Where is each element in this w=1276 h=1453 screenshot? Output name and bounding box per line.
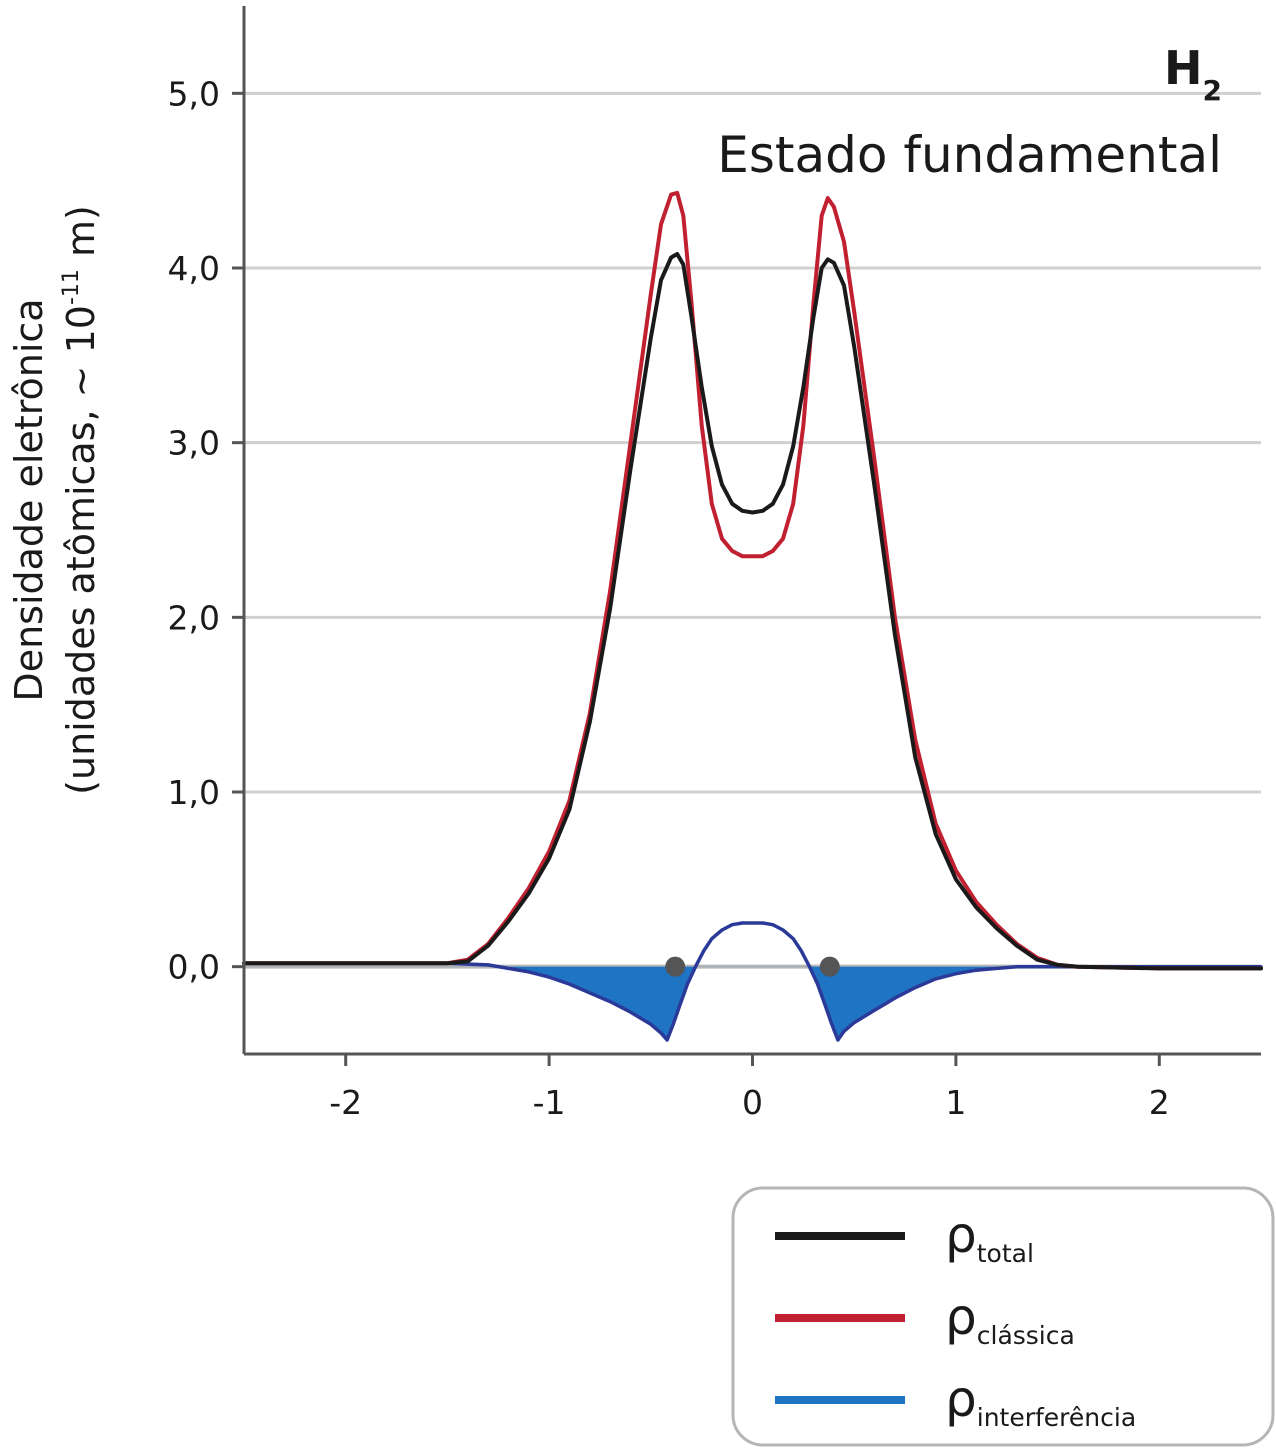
legend-label-1: ρclássica [945,1288,1075,1350]
legend-label-2: ρinterferência [945,1370,1136,1432]
y-axis-title-line2: (unidades atômicas, ~ 10-11 m) [59,205,103,795]
y-axis-title-exponent: -11 [59,269,84,305]
series-classica-line [242,190,1263,971]
title-group: H2 Estado fundamental [717,41,1222,184]
legend-label-symbol-0: ρ [945,1206,977,1264]
legend-label-subscript-2: interferência [977,1403,1136,1432]
x-tick-label-1: -1 [533,1083,566,1122]
axes-layer: 0,0 1,0 2,0 3,0 4,0 5,0 -2 -1 0 1 2 [168,6,1261,1122]
y-tick-label-4: 4,0 [168,249,220,288]
legend-label-symbol-2: ρ [945,1370,977,1428]
y-tick-label-0: 0,0 [168,948,220,987]
x-tick-label-3: 1 [945,1083,966,1122]
chart-title-main: H [1164,41,1203,95]
x-tick-label-2: 0 [742,1083,763,1122]
y-tick-label-2: 2,0 [168,598,220,637]
y-axis-title: Densidade eletrônica (unidades atômicas,… [7,205,103,795]
grid-layer [244,91,1261,969]
x-tick-label-4: 2 [1149,1083,1170,1122]
nucleus-marker-0 [665,956,686,977]
chart-title: H2 [1164,41,1222,107]
y-axis-title-tail: m) [59,205,103,269]
chart-subtitle: Estado fundamental [717,126,1222,184]
y-tick-label-3: 3,0 [168,424,220,463]
y-tick-label-1: 1,0 [168,773,220,812]
legend-box [731,1186,1275,1447]
legend-label-subscript-0: total [977,1239,1034,1268]
y-tick-label-5: 5,0 [168,74,220,113]
series-interference-line [242,921,1263,1042]
series-interference-fill [244,966,1261,1040]
series-total-line [242,252,1263,971]
legend-label-0: ρtotal [945,1206,1034,1268]
chart-title-subscript: 2 [1203,74,1222,107]
y-axis-title-line2-main: (unidades atômicas, ~ 10 [59,305,103,795]
x-tick-label-0: -2 [329,1083,362,1122]
nucleus-marker-1 [819,956,840,977]
y-axis-title-line1: Densidade eletrônica [7,298,51,701]
legend-label-symbol-1: ρ [945,1288,977,1346]
series-layer [242,190,1263,1042]
legend-label-subscript-1: clássica [977,1321,1075,1350]
